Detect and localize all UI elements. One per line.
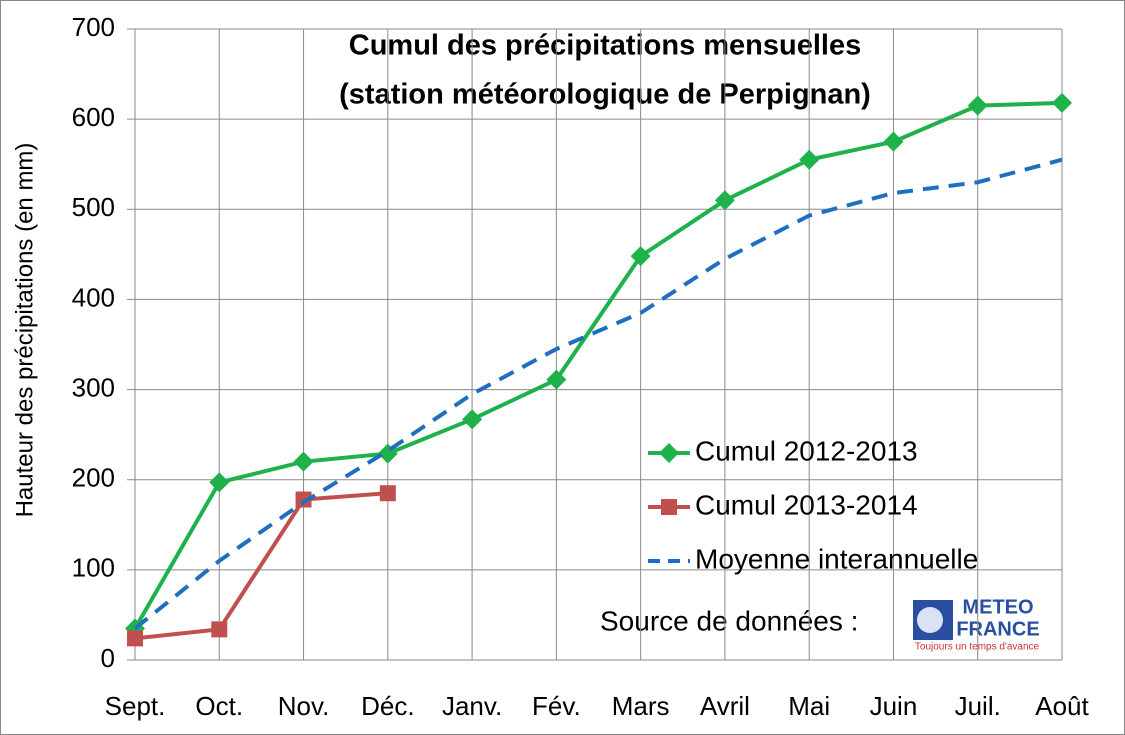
y-tick-label: 100 [72, 553, 115, 583]
x-tick-label: Mars [612, 691, 670, 721]
marker [659, 443, 679, 463]
y-tick-label: 300 [72, 372, 115, 402]
marker [1052, 92, 1072, 113]
y-tick-label: 400 [72, 282, 115, 312]
marker [967, 95, 988, 116]
logo-text: FRANCE [956, 618, 1039, 640]
x-tick-label: Sept. [105, 691, 166, 721]
source-text: Source de données : [600, 605, 858, 636]
x-tick-label: Déc. [361, 691, 414, 721]
x-tick-label: Janv. [442, 691, 502, 721]
x-tick-label: Nov. [278, 691, 330, 721]
x-tick-label: Juin [870, 691, 918, 721]
y-tick-label: 0 [101, 643, 115, 673]
x-tick-label: Oct. [195, 691, 243, 721]
marker [379, 485, 396, 502]
y-tick-label: 500 [72, 192, 115, 222]
marker [883, 131, 904, 152]
x-tick-label: Fév. [532, 691, 581, 721]
logo-icon [917, 607, 943, 633]
x-tick-label: Juil. [955, 691, 1001, 721]
legend-label: Cumul 2012-2013 [695, 435, 918, 466]
marker [714, 190, 735, 211]
y-tick-label: 600 [72, 102, 115, 132]
chart-title: Cumul des précipitations mensuelles [349, 30, 861, 62]
y-tick-label: 700 [72, 12, 115, 42]
marker [211, 621, 228, 638]
x-tick-label: Mai [788, 691, 830, 721]
marker [127, 630, 143, 647]
marker [209, 472, 230, 493]
logo-text: METEO [962, 596, 1033, 618]
marker [462, 409, 483, 430]
marker [295, 491, 312, 508]
x-tick-label: Août [1035, 691, 1089, 721]
grid [135, 28, 1063, 661]
marker [799, 149, 820, 170]
series-line [133, 157, 1063, 631]
marker [661, 499, 677, 515]
chart-title: (station météorologique de Perpignan) [339, 79, 871, 111]
y-tick-label: 200 [72, 463, 115, 493]
logo-tagline: Toujours un temps d'avance [915, 642, 1040, 653]
legend-label: Moyenne interannuelle [695, 543, 978, 574]
series-line [133, 100, 1063, 630]
x-tick-label: Avril [700, 691, 750, 721]
marker [546, 369, 567, 390]
series-line [134, 491, 388, 641]
legend-label: Cumul 2013-2014 [695, 489, 918, 520]
logo: METEO FRANCE Toujours un temps d'avance [913, 596, 1040, 653]
marker [630, 246, 651, 267]
y-axis-label: Hauteur des précipitations (en mm) [11, 143, 38, 518]
marker [293, 451, 314, 472]
